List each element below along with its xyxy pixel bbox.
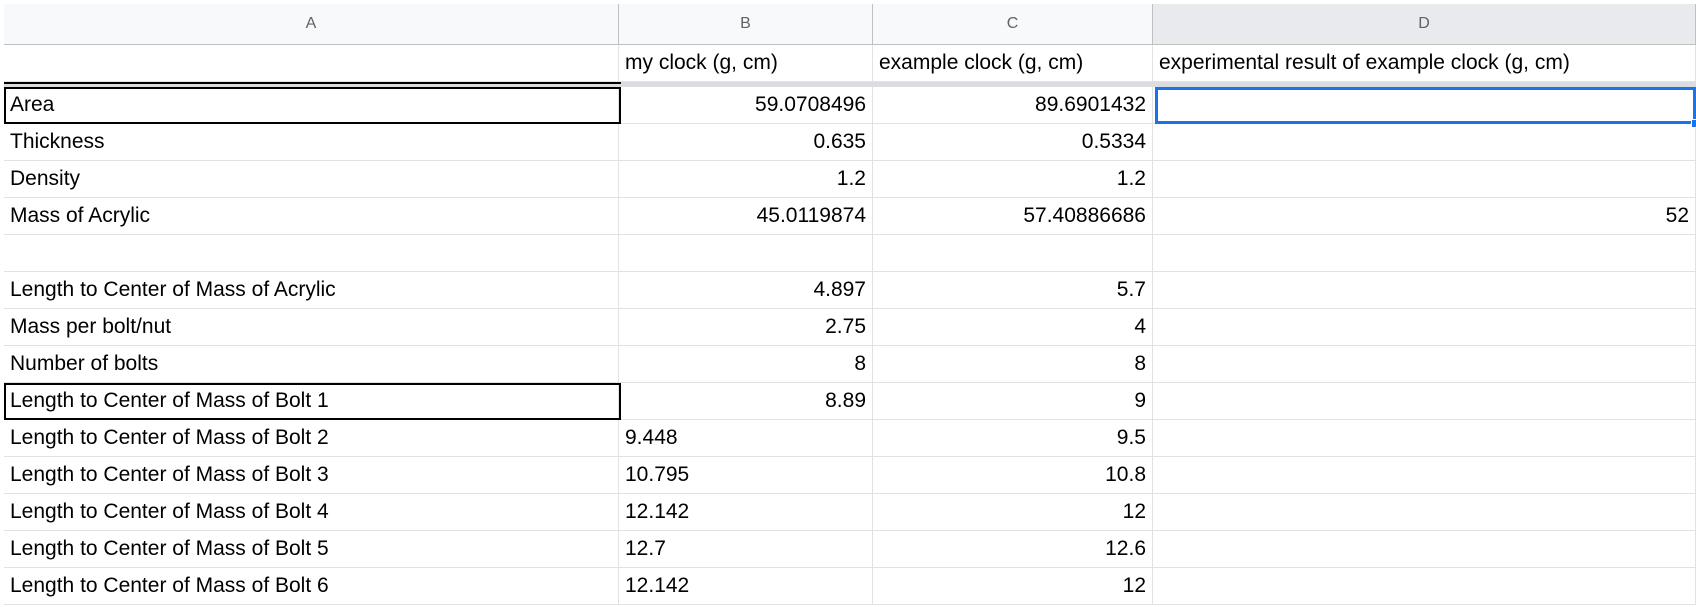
table-row <box>4 235 1696 272</box>
table-row: Length to Center of Mass of Bolt 6 12.142… <box>4 568 1696 605</box>
cell-c5[interactable]: 57.40886686 <box>873 198 1153 234</box>
cell-c15[interactable]: 12 <box>873 568 1153 604</box>
cell-c4[interactable]: 1.2 <box>873 161 1153 197</box>
column-header-a[interactable]: A <box>4 4 619 44</box>
cell-d4[interactable] <box>1153 161 1696 197</box>
column-header-c[interactable]: C <box>873 4 1153 44</box>
cell-c12[interactable]: 10.8 <box>873 457 1153 493</box>
cell-c14[interactable]: 12.6 <box>873 531 1153 567</box>
cell-d8[interactable] <box>1153 309 1696 345</box>
column-header-row: A B C D <box>4 4 1696 45</box>
cell-c10[interactable]: 9 <box>873 383 1153 419</box>
table-row: Length to Center of Mass of Bolt 5 12.7 12… <box>4 531 1696 568</box>
cell-d1[interactable]: experimental result of example clock (g,… <box>1153 45 1696 81</box>
cell-a13[interactable]: Length to Center of Mass of Bolt 4 <box>4 494 619 530</box>
cell-d7[interactable] <box>1153 272 1696 308</box>
cell-c11[interactable]: 9.5 <box>873 420 1153 456</box>
column-header-d[interactable]: D <box>1153 4 1696 44</box>
cell-d12[interactable] <box>1153 457 1696 493</box>
cell-c3[interactable]: 0.5334 <box>873 124 1153 160</box>
cell-a9[interactable]: Number of bolts <box>4 346 619 382</box>
cell-d11[interactable] <box>1153 420 1696 456</box>
cell-c6[interactable] <box>873 235 1153 271</box>
table-row: Length to Center of Mass of Acrylic 4.897… <box>4 272 1696 309</box>
table-row: Length to Center of Mass of Bolt 1 8.89 9 <box>4 383 1696 420</box>
cell-a12[interactable]: Length to Center of Mass of Bolt 3 <box>4 457 619 493</box>
cell-d2[interactable] <box>1153 87 1696 123</box>
column-header-b[interactable]: B <box>619 4 873 44</box>
cell-d14[interactable] <box>1153 531 1696 567</box>
table-row: Density 1.2 1.2 <box>4 161 1696 198</box>
cell-a14[interactable]: Length to Center of Mass of Bolt 5 <box>4 531 619 567</box>
cell-c2[interactable]: 89.6901432 <box>873 87 1153 123</box>
cell-b7[interactable]: 4.897 <box>619 272 873 308</box>
cell-b1[interactable]: my clock (g, cm) <box>619 45 873 81</box>
cell-a1[interactable] <box>4 45 619 81</box>
cell-c8[interactable]: 4 <box>873 309 1153 345</box>
cell-b10[interactable]: 8.89 <box>619 383 873 419</box>
cell-b14[interactable]: 12.7 <box>619 531 873 567</box>
cell-a10[interactable]: Length to Center of Mass of Bolt 1 <box>4 383 619 419</box>
cell-c1[interactable]: example clock (g, cm) <box>873 45 1153 81</box>
cell-b15[interactable]: 12.142 <box>619 568 873 604</box>
cell-b8[interactable]: 2.75 <box>619 309 873 345</box>
frozen-header-row: my clock (g, cm) example clock (g, cm) e… <box>4 45 1696 82</box>
cell-d10[interactable] <box>1153 383 1696 419</box>
cell-d9[interactable] <box>1153 346 1696 382</box>
cell-b6[interactable] <box>619 235 873 271</box>
cell-b4[interactable]: 1.2 <box>619 161 873 197</box>
cell-b13[interactable]: 12.142 <box>619 494 873 530</box>
table-row: Mass of Acrylic 45.0119874 57.40886686 52 <box>4 198 1696 235</box>
cell-c9[interactable]: 8 <box>873 346 1153 382</box>
cell-a6[interactable] <box>4 235 619 271</box>
cell-a11[interactable]: Length to Center of Mass of Bolt 2 <box>4 420 619 456</box>
table-row: Area 59.0708496 89.6901432 <box>4 87 1696 124</box>
cell-d5[interactable]: 52 <box>1153 198 1696 234</box>
frozen-row-divider[interactable] <box>4 82 1696 87</box>
cell-d6[interactable] <box>1153 235 1696 271</box>
table-row: Length to Center of Mass of Bolt 3 10.795… <box>4 457 1696 494</box>
cell-d3[interactable] <box>1153 124 1696 160</box>
cell-a8[interactable]: Mass per bolt/nut <box>4 309 619 345</box>
cell-d13[interactable] <box>1153 494 1696 530</box>
cell-b12[interactable]: 10.795 <box>619 457 873 493</box>
table-row: Thickness 0.635 0.5334 <box>4 124 1696 161</box>
cell-a2[interactable]: Area <box>4 87 619 123</box>
cell-b2[interactable]: 59.0708496 <box>619 87 873 123</box>
cell-b11[interactable]: 9.448 <box>619 420 873 456</box>
cell-c7[interactable]: 5.7 <box>873 272 1153 308</box>
cell-b3[interactable]: 0.635 <box>619 124 873 160</box>
cell-a5[interactable]: Mass of Acrylic <box>4 198 619 234</box>
cell-d15[interactable] <box>1153 568 1696 604</box>
cell-c13[interactable]: 12 <box>873 494 1153 530</box>
cell-b5[interactable]: 45.0119874 <box>619 198 873 234</box>
fill-handle[interactable] <box>1691 119 1696 128</box>
cell-a7[interactable]: Length to Center of Mass of Acrylic <box>4 272 619 308</box>
table-row: Length to Center of Mass of Bolt 2 9.448 9… <box>4 420 1696 457</box>
cell-a4[interactable]: Density <box>4 161 619 197</box>
table-row: Number of bolts 8 8 <box>4 346 1696 383</box>
cell-b9[interactable]: 8 <box>619 346 873 382</box>
cell-a15[interactable]: Length to Center of Mass of Bolt 6 <box>4 568 619 604</box>
table-row: Length to Center of Mass of Bolt 4 12.142… <box>4 494 1696 531</box>
cell-a3[interactable]: Thickness <box>4 124 619 160</box>
table-row: Mass per bolt/nut 2.75 4 <box>4 309 1696 346</box>
